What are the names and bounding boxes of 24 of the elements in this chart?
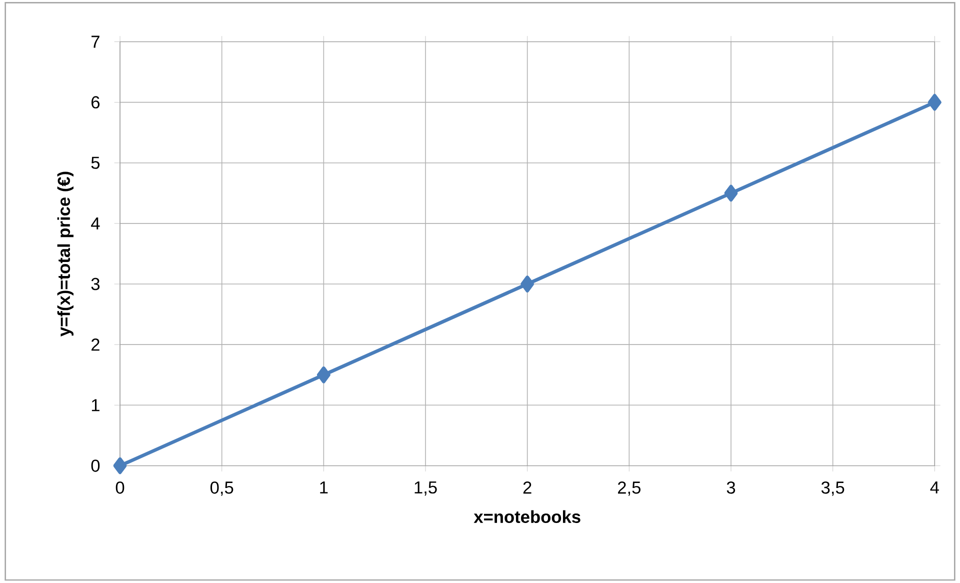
x-tick-label: 0,5 (210, 482, 234, 496)
x-tick-label: 2,5 (618, 482, 640, 496)
x-tick-label: 4 (930, 482, 939, 494)
y-tick-label: 4 (91, 218, 100, 230)
y-tick-label: 6 (92, 96, 100, 109)
point (316, 366, 330, 384)
y-tick-label: 3 (91, 278, 100, 290)
x-tick-label: 3,5 (821, 482, 844, 496)
x-axis-title: x=notebooks (474, 510, 580, 524)
y-tick-label: 5 (91, 157, 100, 170)
y-tick-label: 1 (92, 399, 100, 412)
x-tick-label: 3 (726, 482, 736, 494)
point (113, 457, 127, 474)
point (928, 94, 942, 111)
y-tick-label: 7 (92, 36, 100, 48)
y-tick-label: 2 (92, 338, 100, 351)
x-tick-label: 1,5 (414, 482, 437, 496)
point (520, 276, 534, 293)
y-axis-title: y=f(x)=total price (€) (57, 172, 74, 337)
x-tick-label: 2 (523, 482, 532, 494)
point (724, 184, 738, 202)
x-tick-label: 1 (320, 482, 328, 494)
y-tick-label: 0 (91, 460, 100, 472)
x-tick-label: 0 (116, 482, 124, 494)
